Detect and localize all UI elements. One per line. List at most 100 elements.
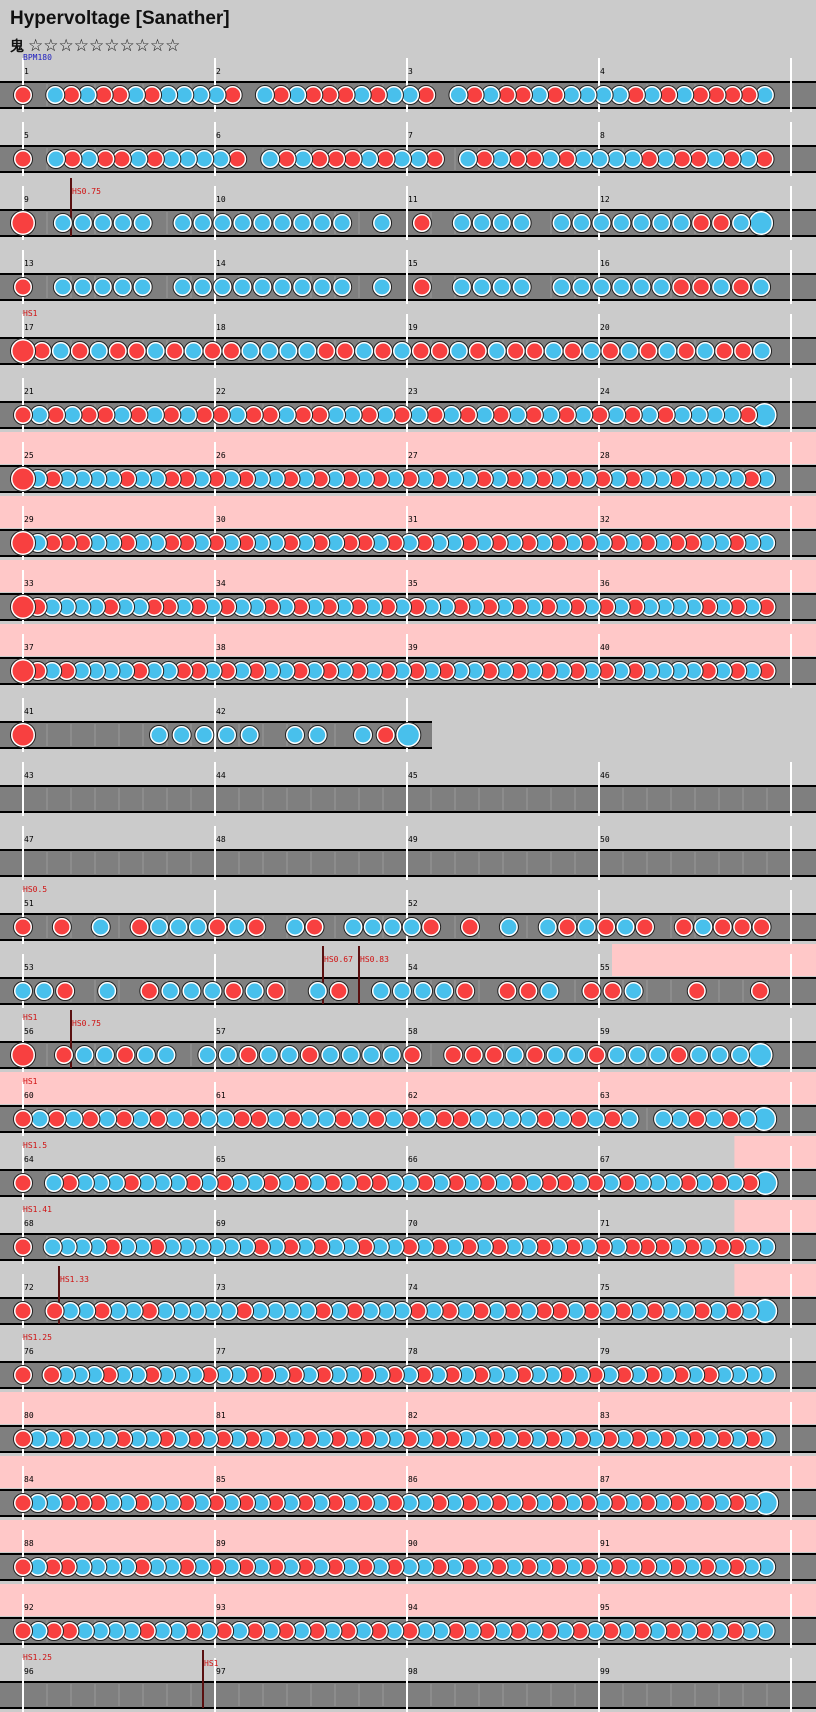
measure-number: 73 (216, 1283, 226, 1292)
ka-note (730, 1367, 746, 1383)
don-note (283, 535, 299, 551)
don-note (34, 343, 50, 359)
ka-note (584, 343, 599, 359)
measure-number: 34 (216, 579, 226, 588)
measure-number: 33 (24, 579, 34, 588)
don-note (273, 87, 289, 103)
ka-note (76, 1047, 92, 1063)
don-note (587, 1175, 603, 1191)
measure-number: 77 (216, 1347, 226, 1356)
ka-note (45, 1495, 61, 1511)
don-note (201, 1367, 217, 1383)
ka-note (446, 1495, 462, 1511)
measure-number: 49 (408, 835, 418, 844)
ka-note (229, 407, 245, 423)
measure-number: 31 (408, 515, 418, 524)
don-note (544, 1431, 560, 1447)
measure-number: 20 (600, 323, 610, 332)
ka-note (714, 535, 730, 551)
ka-note (135, 279, 151, 295)
ka-note (451, 343, 467, 359)
ka-note (331, 1303, 347, 1319)
ka-note (74, 471, 90, 487)
don-note (680, 1175, 696, 1191)
don-note (132, 663, 148, 679)
don-note (603, 1623, 619, 1639)
ka-note (104, 1559, 120, 1575)
don-note (114, 151, 130, 167)
don-note (552, 1303, 568, 1319)
ka-note (129, 1431, 145, 1447)
measure-number: 32 (600, 515, 610, 524)
ka-note (568, 1303, 584, 1319)
big-don-note (12, 532, 34, 554)
don-note (44, 1367, 60, 1383)
ka-note (344, 1431, 360, 1447)
don-note (404, 1047, 420, 1063)
don-note (714, 1239, 730, 1255)
ka-note (415, 1431, 431, 1447)
ka-note (254, 215, 270, 231)
don-note (728, 1495, 744, 1511)
ka-note (599, 1303, 615, 1319)
don-note (427, 407, 443, 423)
ka-note (355, 1623, 371, 1639)
ka-note (535, 1559, 551, 1575)
big-don-note (12, 596, 34, 618)
ka-note (205, 599, 220, 615)
ka-note (95, 279, 111, 295)
ka-note (30, 1495, 46, 1511)
measure-number: 22 (216, 387, 226, 396)
ka-note (579, 87, 595, 103)
don-note (60, 535, 76, 551)
don-note (415, 1367, 431, 1383)
don-note (268, 1559, 284, 1575)
don-note (473, 1367, 489, 1383)
don-note (499, 983, 515, 999)
ka-note (743, 1495, 759, 1511)
don-note (742, 1175, 758, 1191)
ka-note (496, 663, 512, 679)
don-note (559, 151, 575, 167)
ka-note (307, 663, 323, 679)
ka-note (72, 1431, 88, 1447)
ka-note (104, 471, 120, 487)
don-note (728, 535, 744, 551)
don-note (537, 1111, 553, 1127)
ka-note (336, 663, 352, 679)
ka-note (102, 663, 118, 679)
don-note (722, 1111, 738, 1127)
don-note (372, 471, 388, 487)
don-note (15, 1559, 31, 1575)
measure-number: 62 (408, 1091, 418, 1100)
don-note (727, 1623, 743, 1639)
ka-note (215, 1367, 231, 1383)
ka-note (374, 279, 390, 295)
measure-number: 82 (408, 1411, 418, 1420)
measure-number: 72 (24, 1283, 34, 1292)
don-note (141, 983, 157, 999)
don-note (558, 1367, 574, 1383)
don-note (190, 663, 206, 679)
don-note (515, 87, 531, 103)
ka-note (454, 215, 470, 231)
ka-note (483, 87, 499, 103)
ka-note (495, 1623, 511, 1639)
ka-note (354, 87, 370, 103)
don-note (689, 983, 705, 999)
don-note (516, 1367, 532, 1383)
measure-number: 67 (600, 1155, 610, 1164)
don-note (216, 1175, 232, 1191)
ka-note (314, 215, 330, 231)
don-note (312, 535, 328, 551)
don-note (510, 1623, 526, 1639)
ka-note (126, 1303, 142, 1319)
ka-note (743, 535, 759, 551)
don-note (63, 87, 79, 103)
ka-note (297, 1239, 313, 1255)
ka-note (129, 1367, 145, 1383)
don-note (624, 471, 640, 487)
ka-note (613, 663, 629, 679)
ka-note (160, 87, 176, 103)
gogo-band (612, 944, 816, 976)
